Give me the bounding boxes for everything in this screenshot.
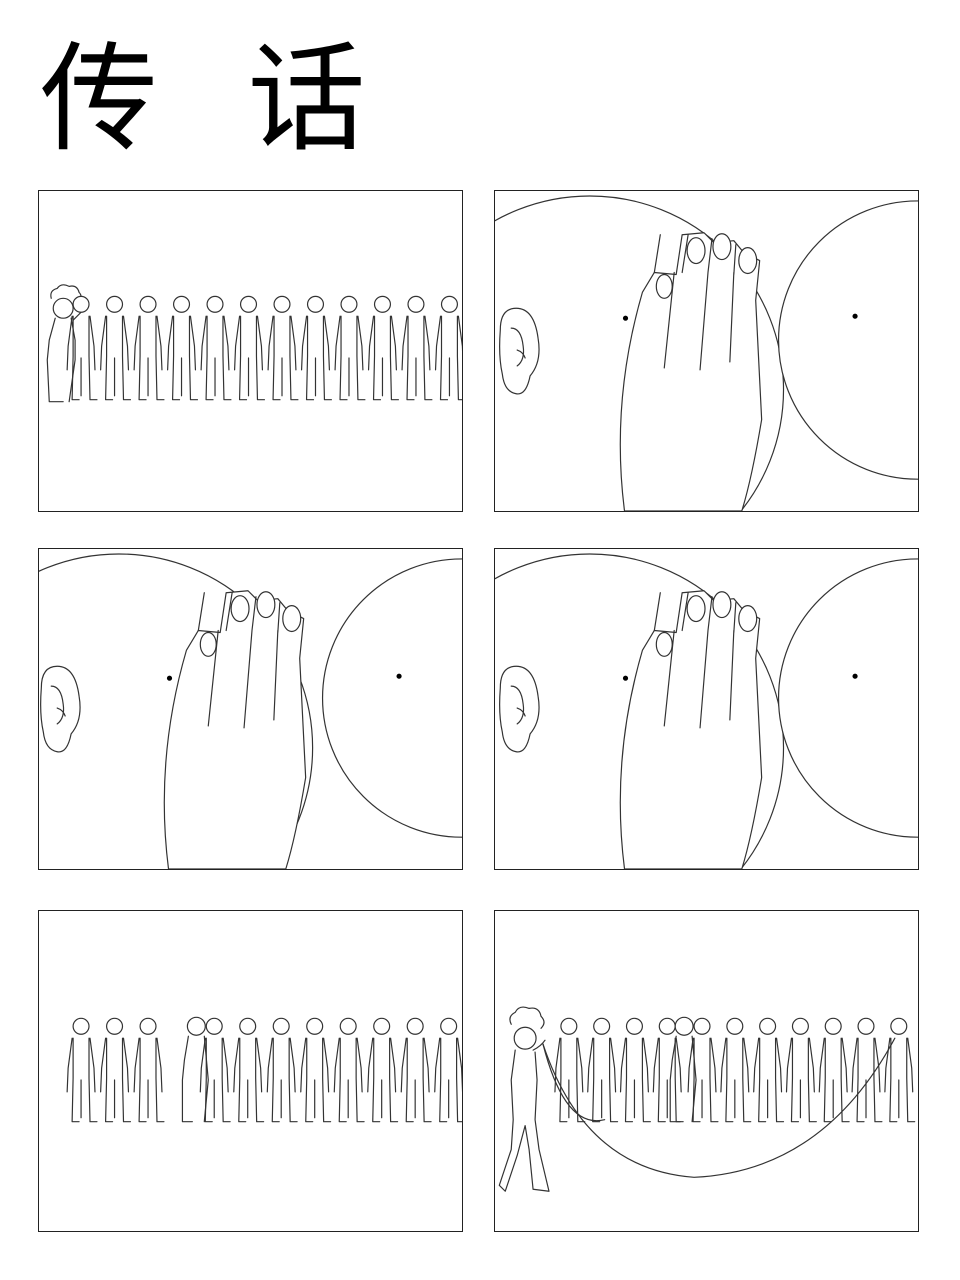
person-figure [401, 295, 433, 401]
person-figure [334, 295, 366, 401]
listener-eye [622, 675, 629, 681]
speaker-head [777, 558, 918, 838]
comic-panel-5 [38, 910, 463, 1232]
walking-man-figure [498, 1006, 550, 1192]
person-figure [434, 295, 462, 401]
people-row [554, 1017, 684, 1123]
person-figure [434, 1017, 462, 1123]
whisper-closeup-scene [495, 553, 918, 869]
hand-icon [619, 590, 763, 869]
queue-scene [66, 1016, 462, 1123]
queue-scene [46, 284, 462, 403]
person-figure [234, 295, 266, 401]
comic-panel-4 [494, 548, 919, 870]
person-figure [100, 1017, 132, 1123]
ear-icon [499, 307, 540, 395]
person-figure [851, 1017, 883, 1123]
people-row [66, 295, 462, 401]
person-figure [133, 295, 165, 401]
speaker-eye [396, 673, 402, 679]
person-figure [66, 1017, 98, 1123]
listener-eye [622, 315, 629, 321]
person-figure [554, 1017, 586, 1123]
people-row [687, 1017, 916, 1123]
person-figure [233, 1017, 265, 1123]
phone-cord [542, 1043, 606, 1122]
whisperer-figure [181, 1016, 209, 1123]
comic-panel-3 [38, 548, 463, 870]
person-figure [818, 1017, 850, 1123]
person-figure [167, 295, 199, 401]
hand-icon [619, 232, 763, 511]
queue-scene [498, 1006, 916, 1192]
people-row [66, 1017, 165, 1123]
comic-panel-2 [494, 190, 919, 512]
person-figure [587, 1017, 619, 1123]
person-figure [267, 295, 299, 401]
whisper-closeup-scene [39, 553, 462, 869]
page-title: 传 话 [40, 30, 392, 168]
person-figure [200, 295, 232, 401]
person-figure [266, 1017, 298, 1123]
person-figure [300, 1017, 332, 1123]
whisper-closeup-scene [495, 195, 918, 511]
person-figure [100, 295, 132, 401]
ear-icon [499, 665, 540, 753]
whisperer-figure [669, 1016, 697, 1123]
people-row [199, 1017, 462, 1123]
person-figure [199, 1017, 231, 1123]
person-figure [333, 1017, 365, 1123]
person-figure [400, 1017, 432, 1123]
person-figure [884, 1017, 916, 1123]
ear-icon [40, 665, 81, 753]
speaker-eye [852, 313, 858, 319]
person-figure [753, 1017, 785, 1123]
comic-panel-6 [494, 910, 919, 1232]
person-figure [619, 1017, 651, 1123]
person-figure [133, 1017, 165, 1123]
person-figure [720, 1017, 752, 1123]
person-figure [367, 1017, 399, 1123]
person-figure [687, 1017, 719, 1123]
comic-panel-1 [38, 190, 463, 512]
hand-icon [163, 590, 307, 869]
person-figure [367, 295, 399, 401]
listener-eye [166, 675, 173, 681]
speaker-head [321, 558, 462, 838]
speaker-head [777, 200, 918, 480]
person-figure [300, 295, 332, 401]
person-figure [785, 1017, 817, 1123]
speaker-eye [852, 673, 858, 679]
person-figure [66, 295, 98, 401]
